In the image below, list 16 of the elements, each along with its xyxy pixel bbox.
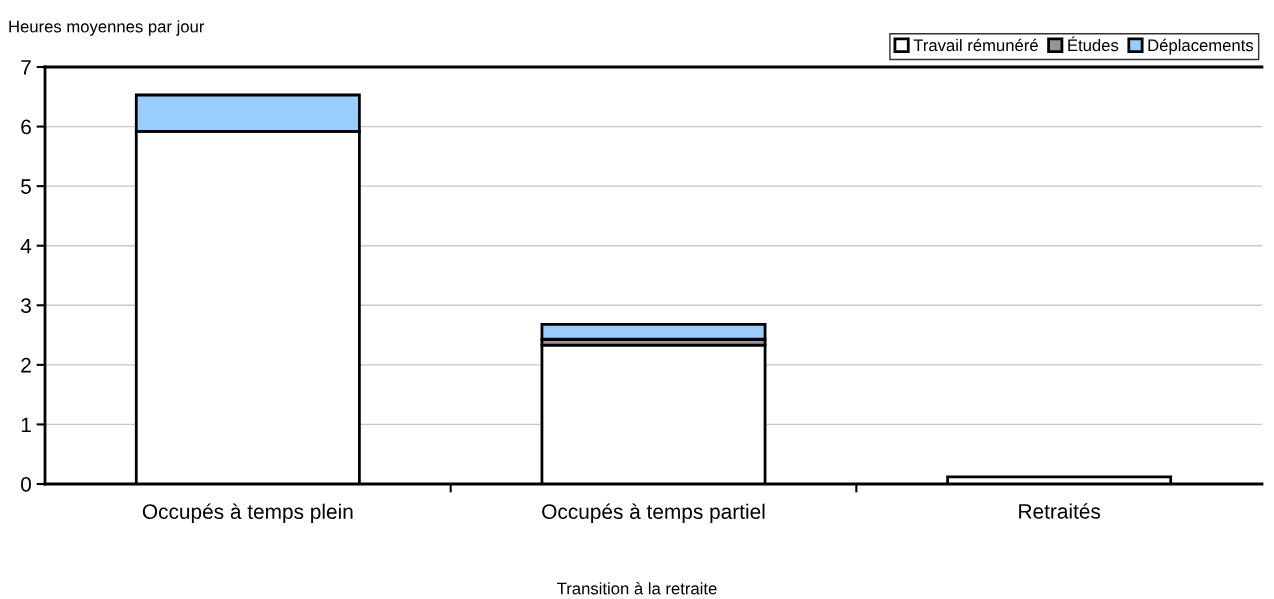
y-tick-label: 2 [21,357,31,373]
y-tick-label: 5 [21,179,31,194]
x-tick-label: Occupés à temps plein [142,503,353,524]
y-tick-label: 3 [21,298,31,314]
y-tick-label: 7 [21,60,31,75]
x-axis-title: Transition à la retraite [557,582,717,595]
y-axis-title: Heures moyennes par jour [9,20,205,36]
legend-label: Déplacements [1148,38,1254,55]
x-tick-label: Retraités [1019,503,1101,519]
y-tick-label: 0 [21,477,31,492]
legend-label: Travail rémunéré [913,38,1038,52]
legend-label: Études [1068,36,1119,52]
x-tick-label: Occupés à temps partiel [542,503,765,524]
y-tick-label: 6 [21,119,31,135]
y-tick-label: 1 [21,417,31,432]
y-tick-label: 4 [20,238,32,254]
